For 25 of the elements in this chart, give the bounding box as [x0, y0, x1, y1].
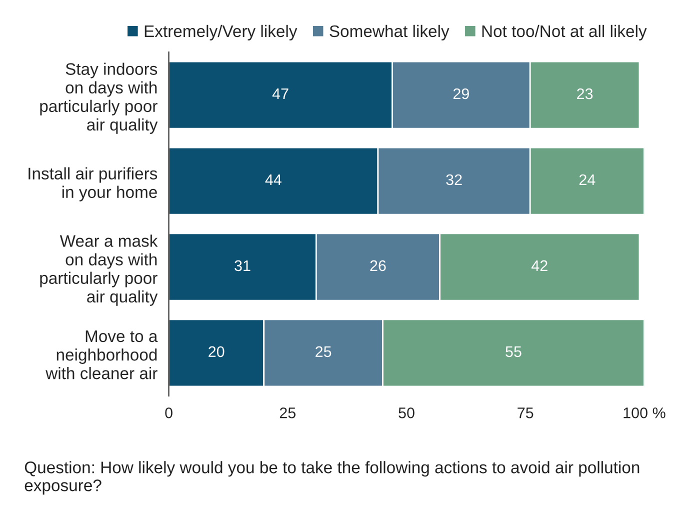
x-tick-label: 100 %: [624, 407, 666, 418]
data-label: 47: [272, 88, 288, 100]
x-tick-label: 25: [280, 407, 296, 418]
data-label: 42: [531, 260, 548, 271]
data-label: 26: [370, 260, 386, 272]
data-label: 44: [265, 174, 282, 185]
y-tick-label: Stay indoors on days with particularly poor air quality: [40, 62, 158, 134]
data-label: 24: [579, 174, 596, 185]
data-label: 23: [577, 88, 593, 100]
legend-label: Somewhat likely: [330, 24, 450, 40]
data-label: 32: [446, 174, 462, 186]
y-tick-label: Wear a mask on days with particularly poor air quality: [40, 234, 158, 306]
y-tick-label: Move to a neighborhood with cleaner air: [46, 330, 158, 380]
x-tick-label: 50: [398, 407, 414, 418]
data-label: 25: [316, 346, 332, 358]
legend-label: Not too/Not at all likely: [482, 24, 647, 40]
legend-label: Extremely/Very likely: [144, 24, 298, 40]
data-label: 55: [506, 346, 522, 358]
data-label: 29: [453, 88, 469, 100]
text: Question: How likely would you be to take the following actions to avoid air pollution exposure?: [24, 461, 640, 495]
y-tick-label: Install air purifiers in your home: [28, 167, 158, 202]
x-tick-label: 0: [165, 407, 172, 418]
x-tick-label: 75: [518, 408, 534, 418]
data-label: 31: [234, 260, 250, 272]
data-label: 20: [208, 346, 224, 358]
